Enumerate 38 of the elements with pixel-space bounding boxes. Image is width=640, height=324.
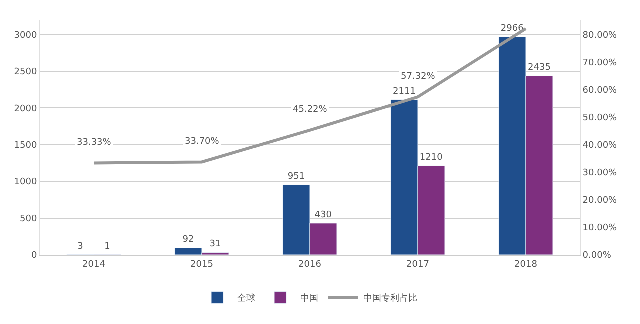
data-label: 3 (78, 242, 84, 252)
y2-tick-label: 70.00% (582, 58, 618, 68)
y-tick-label: 2500 (14, 68, 38, 78)
y-tick-label: 1500 (14, 140, 38, 151)
y2-tick-label: 0.00% (582, 251, 612, 262)
data-label: 1210 (420, 153, 444, 164)
y2-tick-label: 10.00% (582, 224, 618, 234)
y2-tick-label: 20.00% (582, 196, 618, 206)
data-label: 1 (104, 242, 110, 252)
x-tick-label: 2018 (514, 260, 538, 270)
x-tick-label: 2015 (190, 260, 214, 270)
y2-tick-label: 50.00% (582, 113, 618, 124)
data-label: 2435 (528, 63, 551, 74)
y-tick-label: 1000 (14, 178, 38, 188)
y-tick-label: 0 (31, 251, 38, 262)
data-label: 45.22% (293, 105, 328, 115)
data-label: 2966 (500, 24, 524, 34)
data-label: 33.33% (77, 138, 112, 148)
x-tick-label: 2017 (406, 260, 430, 270)
data-label: 57.32% (401, 72, 436, 82)
data-label: 2111 (393, 86, 416, 97)
data-label: 951 (288, 172, 306, 182)
x-tick-label: 2014 (82, 260, 106, 270)
y2-tick-label: 60.00% (582, 86, 618, 96)
y-tick-label: 2000 (14, 104, 38, 114)
y2-tick-label: 30.00% (582, 168, 618, 179)
y-tick-label: 3000 (14, 30, 38, 41)
legend-label: 中国 (300, 293, 318, 304)
data-label: 33.70% (185, 137, 220, 147)
legend-label: 全球 (238, 293, 256, 304)
x-tick-label: 2016 (298, 260, 322, 270)
legend-label: 中国专利占比 (364, 293, 418, 304)
data-label: 31 (210, 240, 222, 250)
y-tick-label: 500 (20, 214, 38, 224)
data-label: 92 (182, 235, 194, 246)
y2-tick-label: 80.00% (582, 30, 618, 41)
y2-tick-label: 40.00% (582, 140, 618, 151)
data-label: 430 (314, 210, 332, 220)
